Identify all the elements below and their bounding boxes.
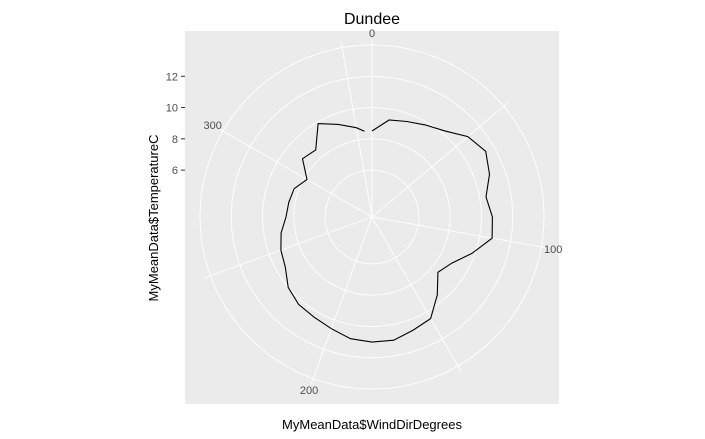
x-axis-title: MyMeanData$WindDirDegrees [282, 417, 462, 432]
angle-tick-label-0: 0 [369, 28, 375, 40]
grid-spoke-150 [371, 216, 462, 372]
radius-ticks: 6 8 10 12 [166, 71, 185, 177]
radius-tick-label-10: 10 [166, 103, 178, 115]
grid-spoke-100 [371, 216, 548, 249]
grid-spoke-350 [340, 41, 373, 218]
grid-spoke-300 [217, 127, 373, 218]
angle-tick-label-100: 100 [544, 244, 562, 256]
angle-tick-label-200: 200 [300, 385, 318, 397]
radius-tick-label-6: 6 [172, 165, 178, 177]
grid-spoke-250 [204, 216, 373, 279]
y-axis-title: MyMeanData$TemperatureC [146, 135, 161, 302]
radius-tick-label-8: 8 [172, 134, 178, 146]
radius-tick-label-12: 12 [166, 71, 178, 83]
grid-spoke-200 [310, 216, 373, 385]
angle-tick-labels: 0 100 200 300 [203, 28, 562, 397]
temperature-series-line [280, 119, 493, 343]
grid-spoke-50 [371, 102, 509, 218]
chart-title: Dundee [344, 11, 400, 28]
angle-tick-label-300: 300 [203, 120, 221, 132]
angular-grid [204, 39, 548, 385]
